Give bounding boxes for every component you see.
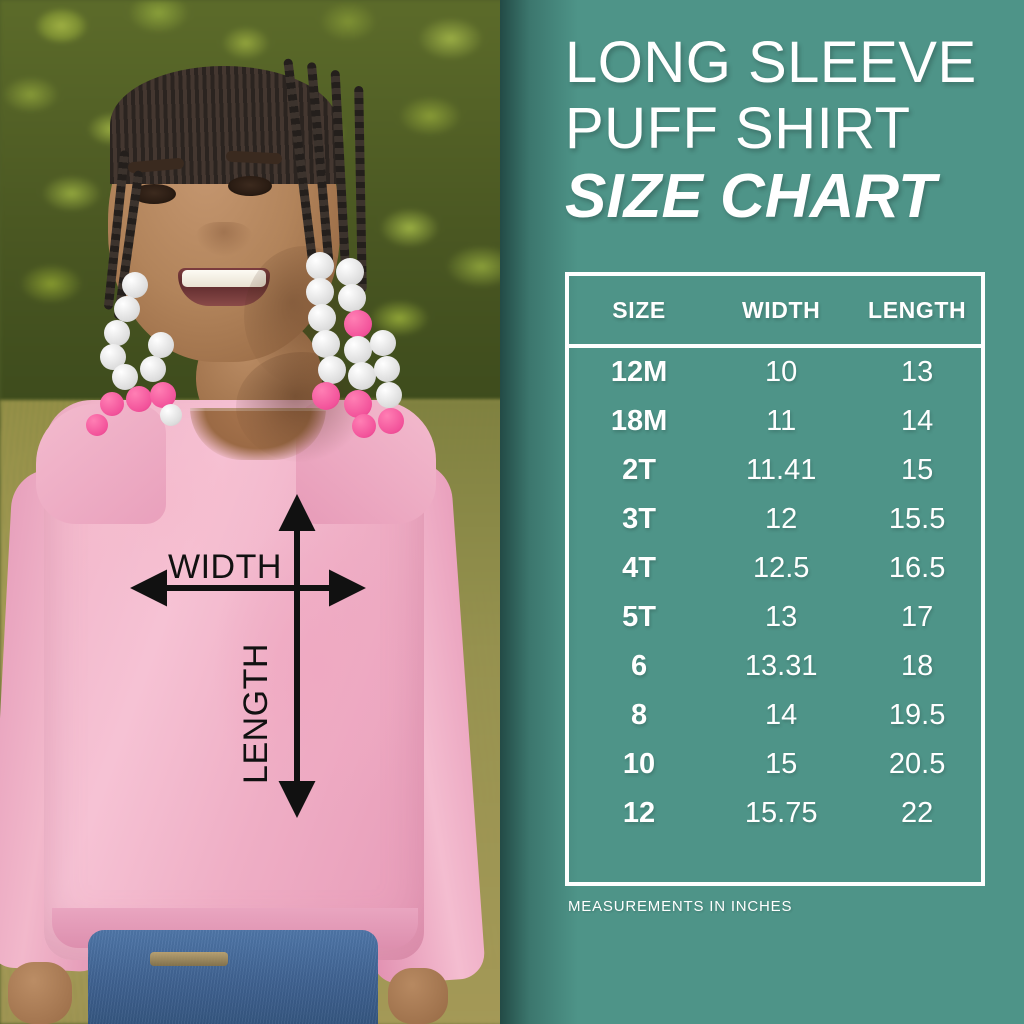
width-label: WIDTH <box>168 548 282 586</box>
page-title: LONG SLEEVE PUFF SHIRT SIZE CHART <box>565 30 995 232</box>
hair-bead <box>112 364 138 390</box>
hair-bead <box>370 330 396 356</box>
model-hand-left <box>8 962 72 1024</box>
hair-bead <box>344 336 372 364</box>
table-row: 18M 11 14 <box>569 397 981 446</box>
hair-bead <box>378 408 404 434</box>
model-hand-right <box>388 968 448 1024</box>
hair-bead <box>306 278 334 306</box>
cell-length: 13 <box>900 356 934 388</box>
size-table: SIZE WIDTH LENGTH 12M 10 13 18M 11 14 2T 11.41 1… <box>565 272 985 886</box>
hair-bead <box>376 382 402 408</box>
hair-bead <box>148 332 174 358</box>
title-line-3: SIZE CHART <box>565 162 936 231</box>
cell-length: 22 <box>900 797 934 829</box>
hair-bead <box>352 414 376 438</box>
title-line-1: LONG SLEEVE <box>565 30 977 95</box>
header-divider <box>569 344 981 348</box>
cell-size: 3T <box>622 503 656 535</box>
hair-bead <box>336 258 364 286</box>
cell-size: 4T <box>622 552 656 584</box>
cell-size: 12M <box>610 356 668 388</box>
hair-bead <box>318 356 346 384</box>
table-row: 4T 12.5 16.5 <box>569 544 981 593</box>
cell-length: 14 <box>900 405 934 437</box>
cell-width: 15 <box>765 748 798 780</box>
hair-bead <box>100 392 124 416</box>
table-row: 12M 10 13 <box>569 348 981 397</box>
hair-bead <box>374 356 400 382</box>
hair-bead <box>344 310 372 338</box>
hair-bead <box>312 330 340 358</box>
cell-size: 6 <box>630 650 648 682</box>
cell-width: 14 <box>765 699 798 731</box>
model-jeans <box>88 930 378 1024</box>
hair-bead <box>348 362 376 390</box>
title-line-2: PUFF SHIRT <box>565 96 911 161</box>
cell-width: 15.75 <box>744 797 818 829</box>
hair-bead <box>150 382 176 408</box>
hair-bead <box>126 386 152 412</box>
model-eye-right <box>228 176 272 196</box>
table-header-row: SIZE WIDTH LENGTH <box>569 276 981 344</box>
cell-size: 5T <box>622 601 656 633</box>
cell-length: 17 <box>900 601 934 633</box>
hair-bead <box>104 320 130 346</box>
hair-bead <box>312 382 340 410</box>
table-row: 10 15 20.5 <box>569 740 981 789</box>
model-belt <box>150 952 228 966</box>
hair-bead <box>114 296 140 322</box>
table-body: 12M 10 13 18M 11 14 2T 11.41 15 3T 12 15.5 4T 12.5 16.… <box>569 348 981 838</box>
hair-bead <box>122 272 148 298</box>
column-header-length: LENGTH <box>868 296 967 323</box>
hair-bead <box>338 284 366 312</box>
table-row: 8 14 19.5 <box>569 691 981 740</box>
product-photo: WIDTH LENGTH <box>0 0 512 1024</box>
cell-length: 15.5 <box>888 503 946 535</box>
cell-length: 16.5 <box>888 552 946 584</box>
table-row: 12 15.75 22 <box>569 789 981 838</box>
measurement-units-note: MEASUREMENTS IN INCHES <box>568 898 793 915</box>
hair-bead <box>86 414 108 436</box>
cell-width: 12 <box>765 503 798 535</box>
cell-size: 10 <box>622 748 656 780</box>
table-row: 3T 12 15.5 <box>569 495 981 544</box>
cell-width: 12.5 <box>752 552 810 584</box>
cell-width: 10 <box>765 356 798 388</box>
cell-width: 11.41 <box>745 454 817 486</box>
cell-length: 15 <box>900 454 934 486</box>
cell-length: 19.5 <box>888 699 946 731</box>
model-mouth <box>178 268 270 306</box>
hair-bead <box>160 404 182 426</box>
cell-width: 13 <box>765 601 798 633</box>
hair-bead <box>306 252 334 280</box>
cell-length: 20.5 <box>888 748 946 780</box>
table-row: 2T 11.41 15 <box>569 446 981 495</box>
column-header-width: WIDTH <box>741 296 821 323</box>
model-teeth <box>182 270 266 287</box>
cell-size: 2T <box>622 454 656 486</box>
length-label: LENGTH <box>236 643 275 784</box>
model-nose <box>196 222 252 256</box>
cell-width: 11 <box>766 405 797 437</box>
cell-size: 8 <box>630 699 648 731</box>
cell-size: 12 <box>622 797 656 829</box>
table-row: 6 13.31 18 <box>569 642 981 691</box>
hair-bead <box>344 390 372 418</box>
cell-size: 18M <box>610 405 668 437</box>
hair-bead <box>140 356 166 382</box>
hair-bead <box>308 304 336 332</box>
column-header-size: SIZE <box>612 296 666 323</box>
cell-width: 13.31 <box>744 650 818 682</box>
info-panel <box>500 0 1024 1024</box>
cell-length: 18 <box>900 650 934 682</box>
table-row: 5T 13 17 <box>569 593 981 642</box>
model-eye-left <box>132 184 176 204</box>
